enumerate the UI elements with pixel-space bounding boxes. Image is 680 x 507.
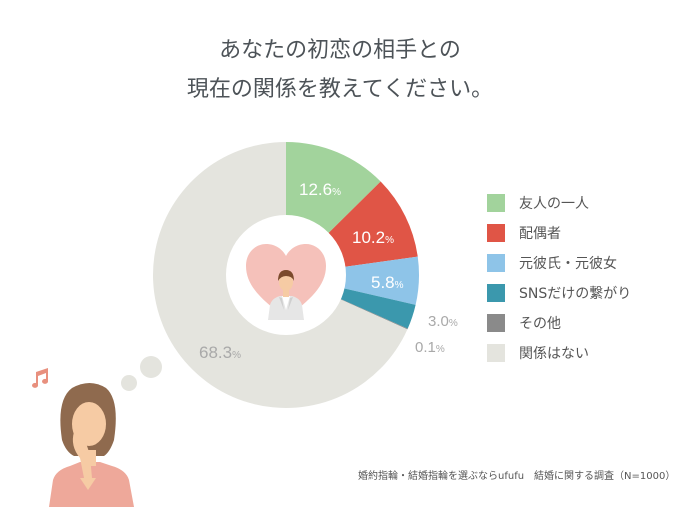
legend-swatch (487, 254, 505, 272)
legend-label: 関係はない (519, 346, 589, 362)
woman-illustration (49, 383, 134, 507)
thought-bubble-large (140, 356, 162, 378)
slice-label-spouse: 10.2% (352, 228, 394, 247)
slice-label-ex: 5.8% (371, 273, 404, 292)
legend-swatch (487, 194, 505, 212)
legend-item-friend: 友人の一人 (487, 188, 631, 218)
legend-swatch (487, 224, 505, 242)
slice-label-none: 68.3% (199, 343, 241, 362)
chart-title-line-2: 現在の関係を教えてください。 (186, 77, 494, 102)
man-avatar-icon (268, 270, 304, 320)
slice-label-friend: 12.6% (299, 180, 341, 199)
chart-title-line-1: あなたの初恋の相手との (219, 38, 461, 63)
legend-swatch (487, 344, 505, 362)
music-note-icon (32, 368, 49, 388)
slice-label-sns: 3.0% (428, 313, 458, 330)
legend-label: 配偶者 (519, 226, 561, 242)
legend-label: その他 (519, 316, 561, 332)
legend-item-ex: 元彼氏・元彼女 (487, 248, 631, 278)
thought-bubble-small (121, 375, 137, 391)
chart-legend: 友人の一人 配偶者 元彼氏・元彼女 SNSだけの繋がり その他 関係はない (487, 188, 631, 368)
legend-item-spouse: 配偶者 (487, 218, 631, 248)
legend-item-none: 関係はない (487, 338, 631, 368)
donut-slice (286, 256, 419, 305)
legend-item-sns: SNSだけの繋がり (487, 278, 631, 308)
legend-item-other: その他 (487, 308, 631, 338)
legend-swatch (487, 314, 505, 332)
legend-label: 友人の一人 (519, 196, 589, 212)
legend-label: SNSだけの繋がり (519, 286, 632, 302)
slice-label-other: 0.1% (415, 339, 445, 356)
source-note: 婚約指輪・結婚指輪を選ぶならufufu 結婚に関する調査（N=1000） (358, 471, 676, 482)
legend-label: 元彼氏・元彼女 (519, 256, 617, 272)
legend-swatch (487, 284, 505, 302)
